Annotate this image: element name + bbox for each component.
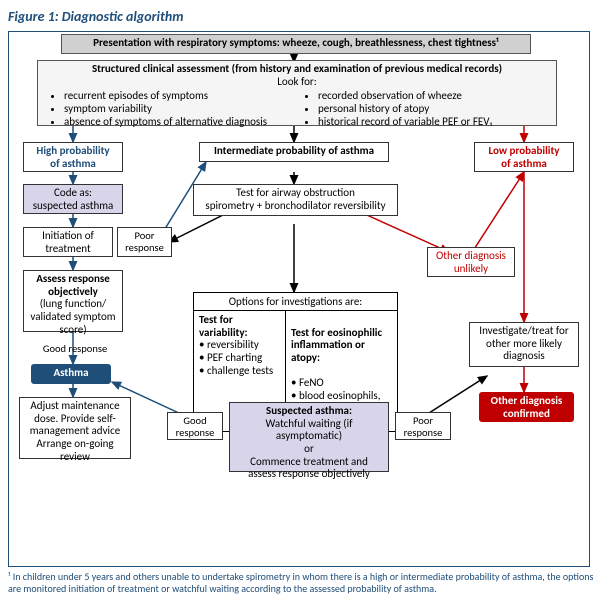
- diagram-frame: Presentation with respiratory symptoms: …: [8, 31, 590, 567]
- list-item: • FeNO: [291, 377, 389, 390]
- good-response-label-1: Good response: [35, 342, 115, 355]
- presentation-header: Presentation with respiratory symptoms: …: [61, 34, 531, 54]
- list-item: personal history of atopy: [318, 103, 546, 116]
- list-item: • challenge tests: [199, 365, 280, 378]
- intermediate-probability-box: Intermediate probability of asthma: [199, 142, 389, 162]
- options-header: Options for investigations are:: [194, 293, 397, 311]
- code-as-box: Code as: suspected asthma: [23, 184, 123, 214]
- high-probability-box: High probability of asthma: [23, 142, 123, 172]
- low-probability-box: Low probability of asthma: [474, 142, 574, 172]
- poor-response-box-1: Poor response: [117, 227, 172, 257]
- airway-obstruction-box: Test for airway obstruction spirometry +…: [193, 184, 398, 216]
- footnote-text: ¹ In children under 5 years and others u…: [8, 571, 597, 594]
- list-item: • PEF charting: [199, 352, 280, 365]
- list-item: historical record of variable PEF or FEV…: [318, 116, 546, 129]
- poor-response-box-2: Poor response: [395, 412, 451, 440]
- assessment-right-list: recorded observation of wheezepersonal h…: [302, 90, 546, 128]
- assessment-title: Structured clinical assessment (from his…: [42, 63, 552, 76]
- assessment-box: Structured clinical assessment (from his…: [37, 60, 557, 126]
- assessment-left-list: recurrent episodes of symptomssymptom va…: [48, 90, 292, 128]
- good-response-box-2: Good response: [167, 412, 223, 440]
- other-diagnosis-confirmed-box: Other diagnosis confirmed: [479, 392, 574, 422]
- asthma-box: Asthma: [31, 364, 111, 384]
- figure-title: Figure 1: Diagnostic algorithm: [8, 8, 597, 25]
- col2-title: Test for eosinophilic inflammation or at…: [291, 327, 389, 365]
- lookfor-label: Look for:: [42, 76, 552, 89]
- list-item: absence of symptoms of alternative diagn…: [64, 116, 292, 129]
- other-diagnosis-unlikely-box: Other diagnosis unlikely: [427, 247, 515, 277]
- investigate-treat-box: Investigate/treat for other more likely …: [469, 322, 579, 367]
- col1-items: • reversibility• PEF charting• challenge…: [199, 339, 280, 377]
- assess-response-box: Assess responseobjectively(lung function…: [23, 270, 123, 332]
- adjust-maintenance-box: Adjust maintenance dose. Provide self- m…: [19, 397, 131, 459]
- suspected-asthma-box: Suspected asthma:Watchful waiting (ifasy…: [229, 402, 389, 472]
- list-item: symptom variability: [64, 103, 292, 116]
- initiation-box: Initiation of treatment: [23, 227, 113, 257]
- col1-title: Test for variability:: [199, 314, 280, 339]
